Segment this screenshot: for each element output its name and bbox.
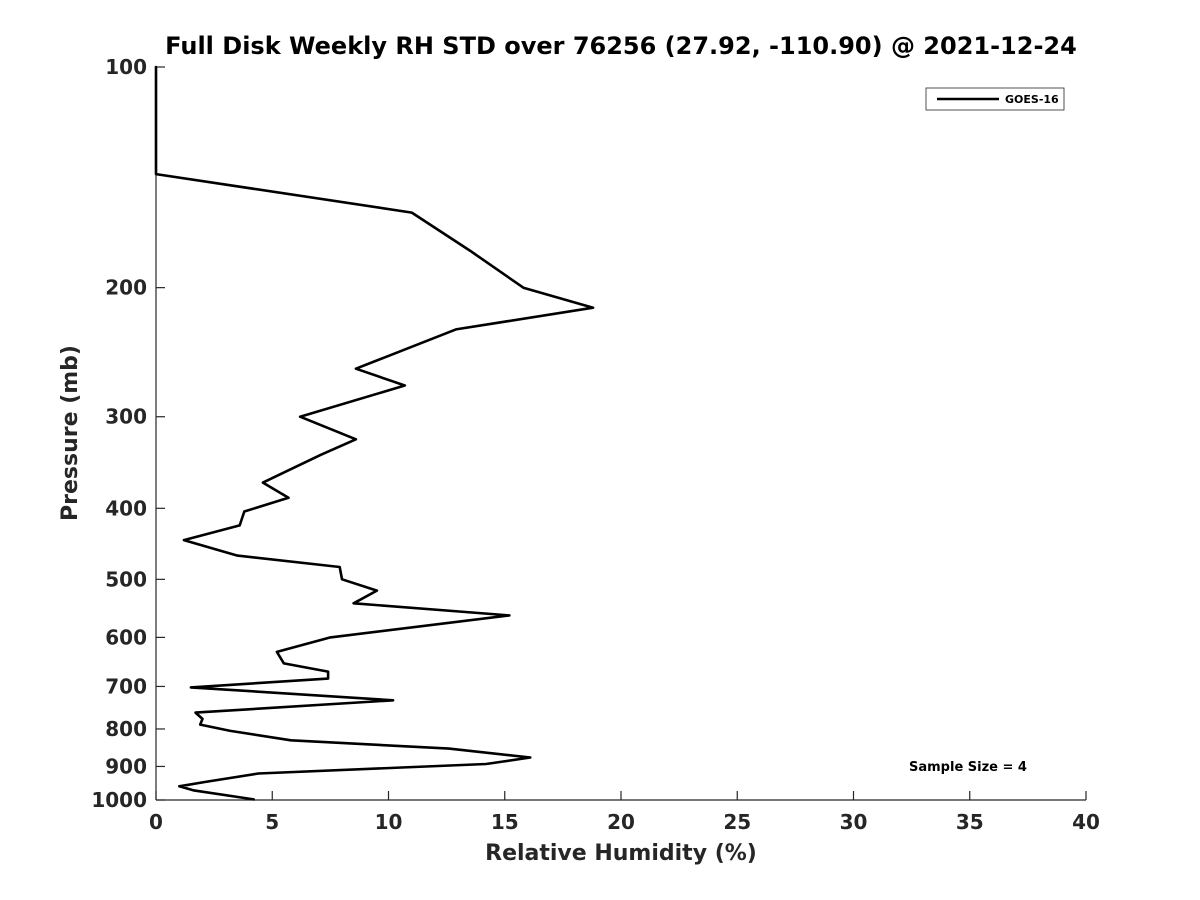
x-tick-label: 25 (723, 810, 751, 834)
legend-label-goes-16: GOES-16 (1005, 93, 1059, 106)
x-tick-label: 10 (375, 810, 403, 834)
y-tick-label: 300 (105, 405, 147, 429)
y-tick-label: 600 (105, 625, 147, 649)
legend: GOES-16 (925, 87, 1065, 111)
x-ticks: 0 5 10 15 20 25 30 35 40 (149, 791, 1100, 834)
y-tick-label: 500 (105, 567, 147, 591)
y-tick-label: 100 (105, 55, 147, 79)
y-tick-label: 1000 (91, 788, 147, 812)
y-tick-label: 800 (105, 717, 147, 741)
y-tick-label: 200 (105, 276, 147, 300)
chart-title: Full Disk Weekly RH STD over 76256 (27.9… (165, 32, 1077, 60)
y-tick-label: 700 (105, 674, 147, 698)
x-tick-label: 30 (840, 810, 868, 834)
y-tick-label: 900 (105, 754, 147, 778)
y-tick-label: 400 (105, 496, 147, 520)
sample-size-annotation: Sample Size = 4 (909, 760, 1027, 775)
x-tick-label: 0 (149, 810, 163, 834)
x-tick-label: 15 (491, 810, 519, 834)
y-axis-label: Pressure (mb) (58, 345, 83, 521)
x-axis-label: Relative Humidity (%) (485, 841, 757, 866)
x-tick-label: 5 (265, 810, 279, 834)
x-tick-label: 20 (607, 810, 635, 834)
x-tick-label: 35 (956, 810, 984, 834)
series-line-goes-16 (154, 65, 595, 801)
series-layer (154, 65, 595, 801)
x-tick-label: 40 (1072, 810, 1100, 834)
y-ticks: 100 200 300 400 500 600 700 800 900 1000 (91, 55, 165, 812)
